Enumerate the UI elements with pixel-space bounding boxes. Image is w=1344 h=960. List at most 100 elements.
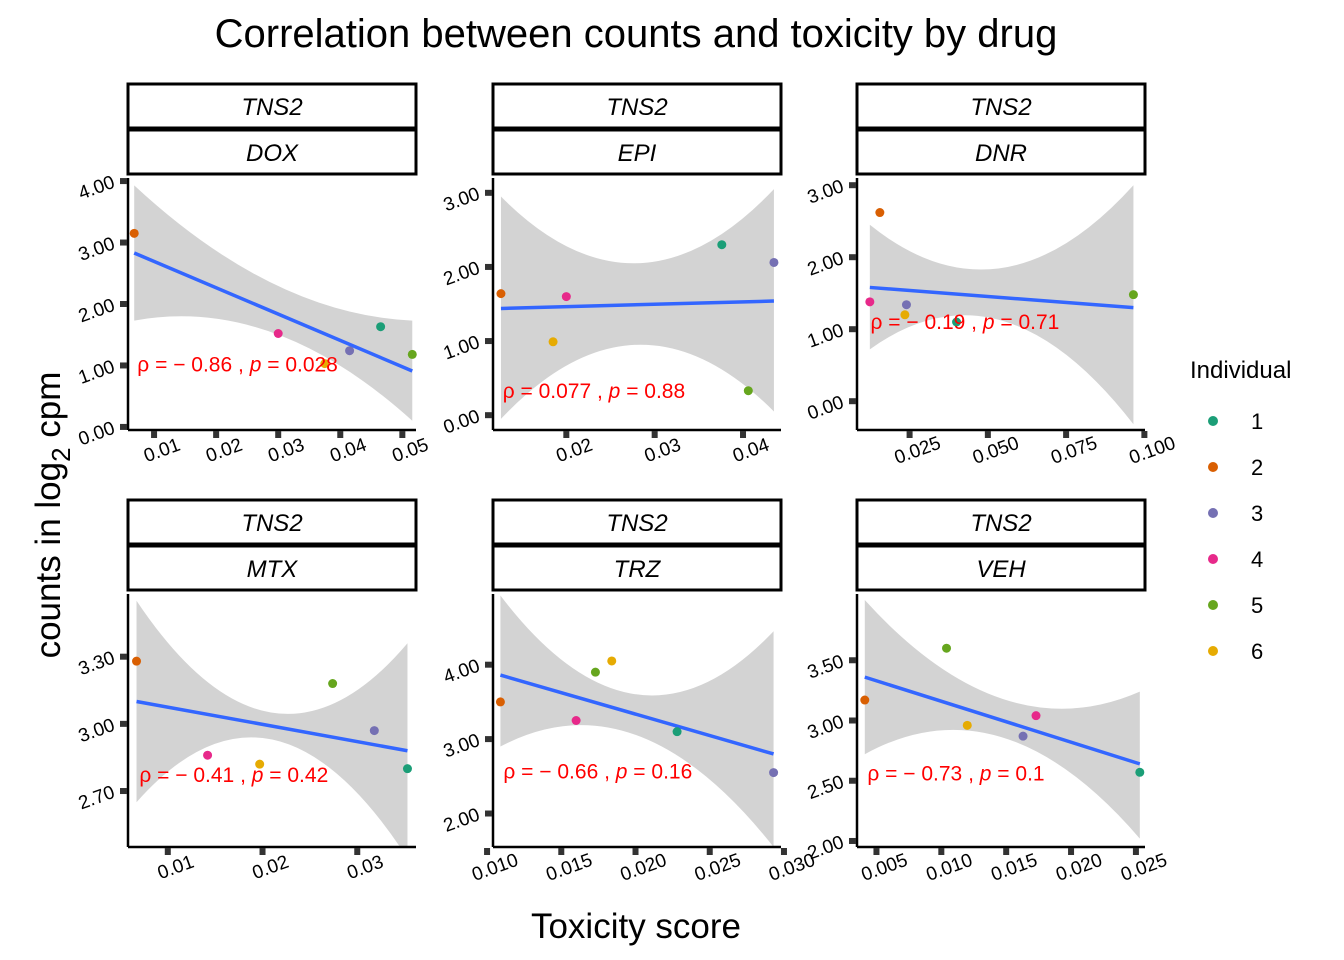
confidence-band: [869, 185, 1134, 425]
y-tick-mark: [849, 777, 856, 784]
x-tick-label: 0.075: [1048, 433, 1100, 469]
y-axis-label: counts in log2 cpm: [29, 372, 76, 659]
x-tick-mark: [164, 848, 171, 855]
x-tick-mark: [275, 431, 282, 438]
y-tick-mark: [849, 254, 856, 261]
data-point: [495, 697, 505, 707]
x-tick-label: 0.025: [1118, 850, 1170, 886]
x-tick-label: 0.05: [389, 435, 431, 467]
x-tick-label: 0.010: [469, 850, 521, 886]
x-tick-label: 0.050: [970, 433, 1022, 469]
data-point: [407, 349, 417, 359]
equals: =: [627, 761, 651, 784]
y-tick-label: 2.00: [76, 295, 118, 327]
strip-gene-box: [126, 82, 418, 130]
data-point: [942, 643, 952, 653]
data-point: [1031, 711, 1041, 721]
regression-line: [869, 285, 1134, 310]
y-tick-mark: [485, 412, 492, 419]
y-tick-mark: [120, 301, 127, 307]
legend-title: Individual: [1190, 357, 1291, 384]
x-tick-mark: [632, 848, 639, 855]
x-tick-label: 0.04: [730, 434, 772, 467]
x-tick-label: 0.01: [155, 852, 197, 884]
strip-drug-label: EPI: [618, 140, 657, 167]
facet-panel-veh: TNS2 VEH ρ = − 0.73 , p = 0.1 2.00 2.50 3.00 3…: [805, 498, 1170, 886]
y-tick-label: 2.00: [441, 804, 483, 836]
p-symbol: p: [249, 354, 262, 377]
equals: =: [261, 354, 285, 377]
x-tick-mark: [1141, 431, 1148, 438]
rho-symbol: ρ =: [503, 761, 539, 784]
p-symbol: p: [608, 380, 621, 403]
regression-line: [500, 299, 774, 311]
y-tick-label: 4.00: [441, 656, 483, 688]
y-tick-label: 1.00: [805, 320, 847, 352]
legend-label: 6: [1251, 639, 1263, 664]
y-tick-label: 2.00: [805, 832, 847, 864]
strip-drug-label: MTX: [247, 556, 299, 583]
separator: ,: [962, 763, 980, 786]
legend-key: [1208, 508, 1218, 518]
strip-drug-label: DNR: [975, 140, 1027, 167]
y-tick-mark: [485, 189, 492, 196]
y-tick-mark: [849, 182, 856, 189]
rho-value: − 0.19: [906, 311, 965, 334]
x-tick-mark: [651, 431, 658, 438]
y-tick-label: 0.00: [805, 392, 847, 424]
legend-label: 4: [1251, 547, 1263, 572]
y-tick-label: 2.00: [805, 248, 847, 280]
facet-panel-dnr: TNS2 DNR ρ = − 0.19 , p = 0.71 0.00 1.00 2.00…: [805, 82, 1178, 469]
rho-value: − 0.73: [903, 763, 962, 786]
y-tick-label: 3.00: [805, 176, 847, 208]
y-tick-label: 1.00: [441, 332, 483, 364]
p-symbol: p: [982, 311, 995, 334]
x-tick-mark: [399, 431, 406, 438]
x-tick-mark: [938, 848, 945, 855]
data-point: [1128, 290, 1138, 300]
data-point: [860, 695, 870, 705]
data-point: [561, 292, 571, 302]
y-tick-mark: [485, 736, 492, 743]
rho-value: − 0.66: [539, 761, 598, 784]
strip-drug-label: DOX: [246, 140, 299, 167]
legend-key: [1208, 646, 1218, 656]
strip-gene-label: TNS2: [970, 94, 1031, 121]
strip-gene-box: [491, 82, 783, 130]
correlation-annotation: ρ = 0.077 , p = 0.88: [503, 380, 685, 403]
x-tick-label: 0.020: [1053, 850, 1105, 886]
x-tick-mark: [706, 848, 713, 855]
p-value: 0.1: [1015, 763, 1044, 786]
facet-panels: TNS2 DOX ρ = − 0.86 , p = 0.028 0.00 1.00 2.0…: [76, 82, 1178, 886]
strip-gene-box: [855, 82, 1147, 130]
strip-gene-box: [491, 498, 783, 546]
strip-drug-label: TRZ: [614, 556, 662, 583]
x-tick-mark: [259, 848, 266, 855]
strip-gene-label: TNS2: [606, 94, 667, 121]
legend-key: [1208, 600, 1218, 610]
y-tick-label: 3.30: [76, 648, 118, 680]
data-point: [369, 726, 379, 736]
p-value: 0.16: [651, 761, 692, 784]
legend-label: 3: [1251, 501, 1263, 526]
y-axis-label-suffix: cpm: [29, 372, 68, 448]
y-tick-label: 3.00: [805, 711, 847, 743]
strip-drug-box: [491, 128, 783, 176]
data-point: [328, 679, 338, 689]
y-axis-label-subscript: 2: [46, 447, 76, 461]
x-tick-mark: [984, 431, 991, 438]
data-point: [900, 310, 910, 320]
y-tick-label: 3.50: [805, 651, 847, 683]
data-point: [571, 716, 581, 725]
y-tick-mark: [120, 423, 127, 430]
correlation-annotation: ρ = − 0.19 , p = 0.71: [870, 311, 1059, 334]
x-tick-label: 0.010: [924, 850, 976, 886]
confidence-band: [134, 185, 413, 421]
y-tick-mark: [485, 263, 492, 270]
data-point: [129, 228, 139, 238]
facet-panel-mtx: TNS2 MTX ρ = − 0.41 , p = 0.42 2.70 3.00 3.30…: [76, 498, 418, 884]
y-tick-label: 3.00: [441, 730, 483, 762]
x-tick-label: 0.01: [141, 435, 183, 467]
data-point: [548, 337, 558, 347]
p-symbol: p: [615, 761, 628, 784]
